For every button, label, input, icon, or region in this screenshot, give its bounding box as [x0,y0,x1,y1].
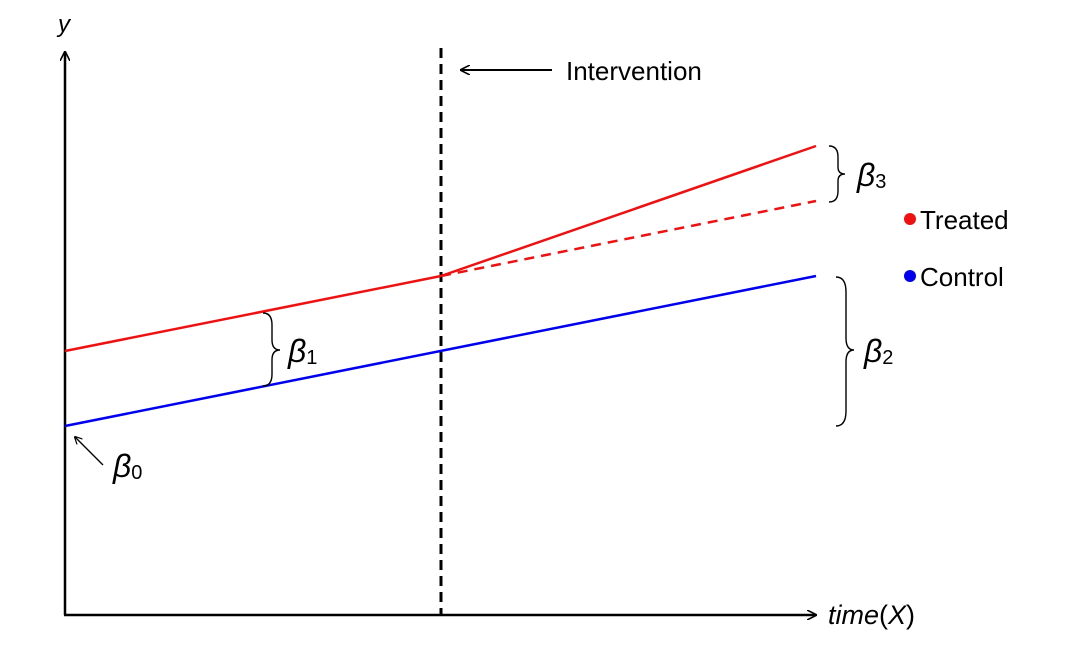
legend-treated-label: Treated [920,205,1009,235]
beta3-label: β3 [856,157,886,193]
x-axis-label-main: time [828,600,879,630]
treated-line-post [440,144,817,278]
beta1-label: β1 [287,333,317,369]
legend-treated-dot [904,213,916,225]
beta3-brace [828,145,846,203]
intervention-label: Intervention [566,56,702,86]
beta1-brace [262,312,281,387]
x-axis-label-paren-close: ) [906,600,915,630]
beta2-label: β2 [863,333,893,369]
beta0-label: β0 [112,448,142,484]
treated-counterfactual-line [440,199,817,278]
beta3-symbol: β [856,157,875,193]
x-axis-label-paren-open: ( [879,600,888,630]
beta1-sub: 1 [306,347,317,369]
legend-control-label: Control [920,262,1004,292]
x-axis-label-var: X [887,600,907,630]
beta0-arrow [75,437,104,466]
beta2-symbol: β [863,333,882,369]
control-line [64,274,817,428]
beta3-sub: 3 [875,171,886,193]
beta2-brace [835,276,855,427]
beta2-sub: 2 [882,347,893,369]
x-axis-label: time(X) [828,600,915,630]
legend: Treated Control [904,205,1009,292]
beta0-sub: 0 [131,462,142,484]
beta1-symbol: β [287,333,306,369]
legend-control-dot [904,270,916,282]
y-axis-label: y [56,11,72,38]
treated-line-pre [64,274,442,353]
beta0-symbol: β [112,448,131,484]
